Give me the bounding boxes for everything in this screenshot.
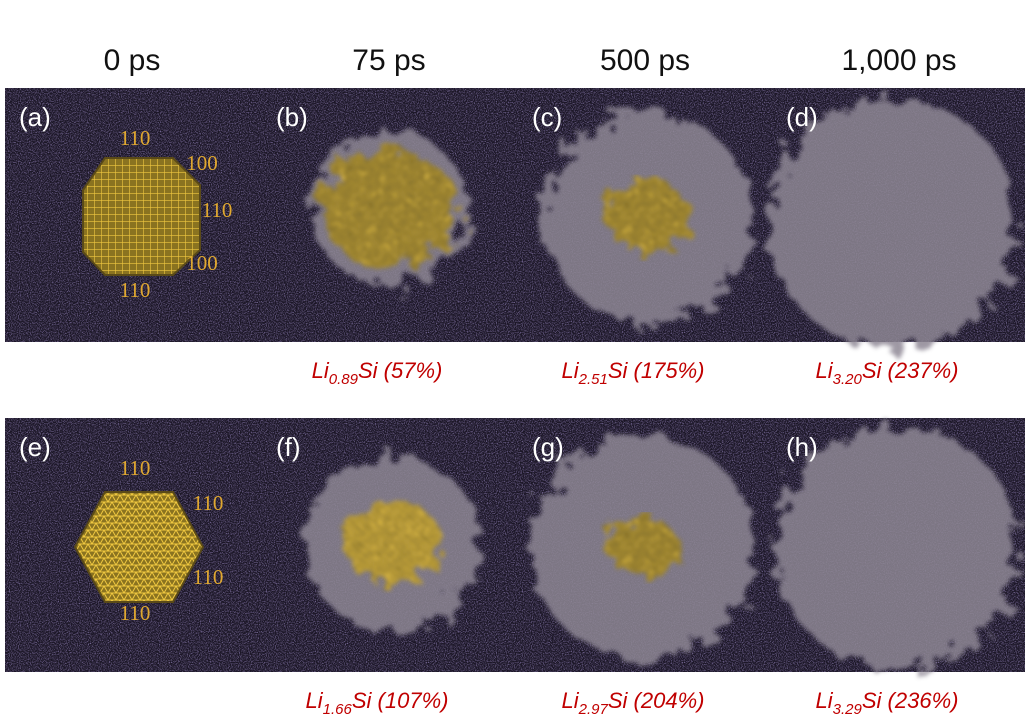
panel-label: (e) [19,432,51,462]
composition-caption: Li2.97Si (204%) [562,688,705,718]
caption-rest: Si (236%) [862,688,959,713]
crystal-core [342,501,443,585]
caption-subscript: 1.66 [323,701,353,718]
panel-label: (h) [786,432,818,462]
facet-label: 110 [193,491,224,515]
facet-label: 110 [120,601,151,625]
panel-label: (a) [19,102,51,132]
panel: (b) [262,88,518,342]
panel: (h) [772,418,1025,672]
crystal-core [605,182,691,254]
panel: 110 100 110 100 110 (a) [5,88,262,342]
caption-subscript: 3.29 [833,701,863,718]
panel: (f) [262,418,518,672]
caption-subscript: 0.89 [329,371,359,388]
panel-label: (b) [276,102,308,132]
lithiated-shell [775,426,1019,670]
facet-label: 110 [202,198,233,222]
facet-label: 110 [120,126,151,150]
caption-element: Li [306,688,324,713]
composition-caption: Li2.51Si (175%) [562,358,705,388]
column-header: 0 ps [104,44,161,77]
column-header: 1,000 ps [841,44,956,77]
facet-label: 100 [186,151,218,175]
crystal-particle [83,158,200,275]
caption-rest: Si (237%) [862,358,959,383]
caption-subscript: 3.20 [833,371,863,388]
crystal-core [607,518,679,578]
composition-caption: Li3.29Si (236%) [816,688,959,718]
panel-label: (d) [786,102,818,132]
panel-label: (g) [532,432,564,462]
caption-element: Li [562,688,580,713]
figure: 0 ps 75 ps 500 ps 1,000 ps 110 100 110 100 110 (a… [0,0,1025,720]
caption-subscript: 2.97 [578,701,609,718]
panel-label: (c) [532,102,562,132]
caption-rest: Si (107%) [352,688,449,713]
caption-element: Li [562,358,580,383]
caption-rest: Si (204%) [608,688,705,713]
panel-label: (f) [276,432,301,462]
caption-rest: Si (57%) [358,358,442,383]
panel: (d) [767,88,1025,348]
page: 0 ps 75 ps 500 ps 1,000 ps 110 100 110 100 110 (a… [0,0,1025,720]
facet-label: 110 [193,565,224,589]
composition-caption: Li0.89Si (57%) [312,358,443,388]
facet-label: 110 [120,278,151,302]
column-header: 75 ps [352,44,425,77]
facet-label: 110 [120,456,151,480]
composition-caption: Li1.66Si (107%) [306,688,449,718]
panel: 110 110 110 110 (e) [5,418,262,672]
caption-element: Li [816,358,834,383]
facet-label: 100 [186,251,218,275]
composition-caption: Li3.20Si (237%) [816,358,959,388]
caption-rest: Si (175%) [608,358,705,383]
caption-subscript: 2.51 [578,371,608,388]
column-header: 500 ps [600,44,690,77]
lithiated-shell [767,98,1017,348]
panel: (g) [518,418,772,672]
panel: (c) [518,88,772,342]
crystal-core [319,150,458,266]
caption-element: Li [816,688,834,713]
caption-element: Li [312,358,330,383]
